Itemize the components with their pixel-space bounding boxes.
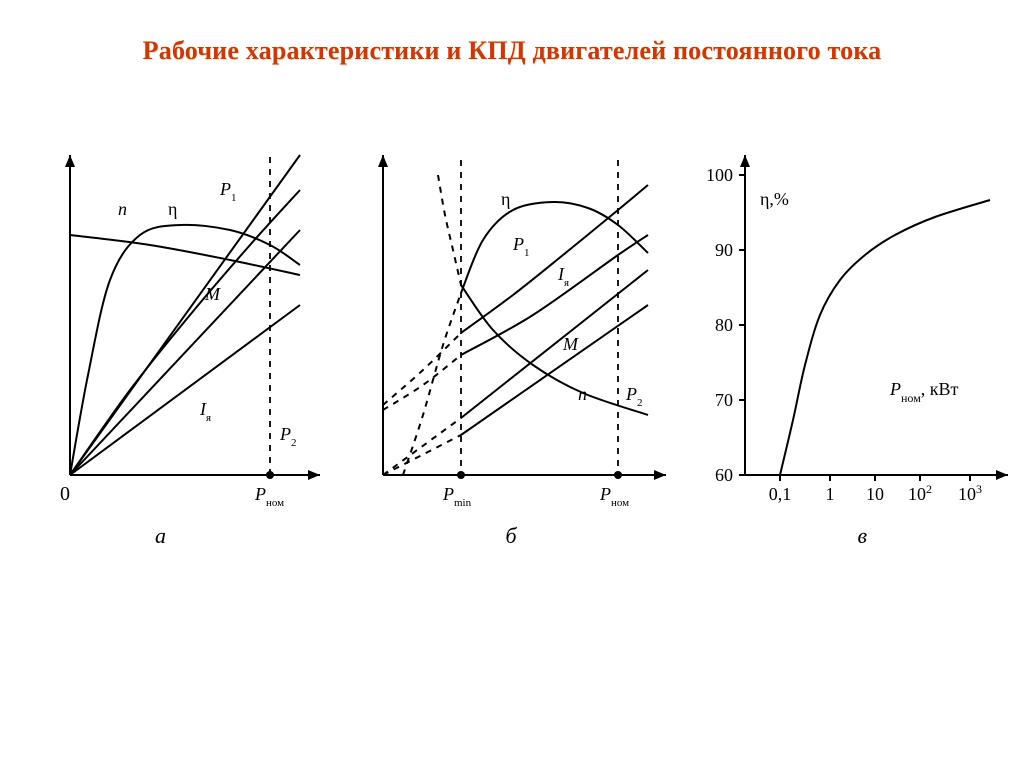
panel-b-svg: η P1 Iя Mn P2 Pmin Pном б bbox=[358, 175, 668, 555]
panel-a: n η P1 M P2 Iя 0 Pном a bbox=[30, 175, 340, 595]
xtick-3: 103 bbox=[958, 482, 982, 504]
label-ia: Iя bbox=[557, 264, 569, 289]
panel-letter-b: б bbox=[505, 523, 517, 548]
label-p2: P2 bbox=[625, 384, 643, 409]
panel-c-svg: 607080901000,1110102103η,%Pном, кВтв bbox=[685, 175, 995, 555]
label-m: M bbox=[204, 284, 221, 304]
curve-p2-dash bbox=[383, 435, 461, 475]
ytick-80: 80 bbox=[715, 315, 733, 335]
xlabel-pmin: Pmin bbox=[442, 484, 472, 509]
panel-letter-a: a bbox=[155, 523, 166, 548]
label-eta: η bbox=[501, 189, 510, 209]
label-n: n bbox=[118, 199, 127, 219]
curve-n bbox=[70, 235, 300, 275]
panel-b: η P1 Iя Mn P2 Pmin Pном б bbox=[358, 175, 668, 595]
label-p2: P2 bbox=[279, 424, 297, 449]
curve-m bbox=[70, 190, 300, 475]
curve-ia-dash bbox=[383, 355, 461, 410]
xtick-0: 1 bbox=[826, 484, 835, 504]
xtick-2: 102 bbox=[908, 482, 932, 504]
page-title: Рабочие характеристики и КПД двигателей … bbox=[0, 36, 1024, 66]
panel-c: 607080901000,1110102103η,%Pном, кВтв bbox=[685, 175, 995, 595]
ylabel: η,% bbox=[760, 189, 789, 209]
label-p1: P1 bbox=[219, 179, 237, 204]
xtick--1: 0,1 bbox=[769, 484, 792, 504]
panel-letter-c: в bbox=[858, 523, 868, 548]
chart-panels: n η P1 M P2 Iя 0 Pном a η P1 Iя Mn P2 Pmin Pном б 60 70 8… bbox=[30, 175, 995, 595]
panel-a-svg: n η P1 M P2 Iя 0 Pном a bbox=[30, 175, 340, 555]
curve-p2 bbox=[70, 230, 300, 475]
ytick-90: 90 bbox=[715, 240, 733, 260]
curve-n-dash bbox=[438, 175, 461, 285]
origin-label: 0 bbox=[60, 483, 70, 505]
curve-ia bbox=[461, 235, 648, 355]
xlabel: Pном, кВт bbox=[889, 379, 959, 405]
ytick-100: 100 bbox=[706, 165, 733, 185]
label-n: n bbox=[578, 384, 587, 404]
label-m: M bbox=[562, 334, 579, 354]
curve-m bbox=[461, 270, 648, 418]
curve-p1 bbox=[461, 185, 648, 333]
curve-ia bbox=[70, 305, 300, 475]
label-ia: Iя bbox=[199, 399, 211, 424]
ytick-60: 60 bbox=[715, 465, 733, 485]
curve-m-dash bbox=[383, 418, 461, 475]
x-axis-pnom: Pном bbox=[254, 484, 284, 509]
curve-eta bbox=[461, 202, 648, 293]
ytick-70: 70 bbox=[715, 390, 733, 410]
curve-p1-dash bbox=[383, 333, 461, 405]
label-eta: η bbox=[168, 199, 177, 219]
label-p1: P1 bbox=[512, 234, 530, 259]
curve-eta-vs-pnom bbox=[780, 200, 990, 475]
xtick-1: 10 bbox=[866, 484, 884, 504]
curve-eta-dash bbox=[403, 293, 461, 475]
xlabel-pnom: Pном bbox=[599, 484, 629, 509]
